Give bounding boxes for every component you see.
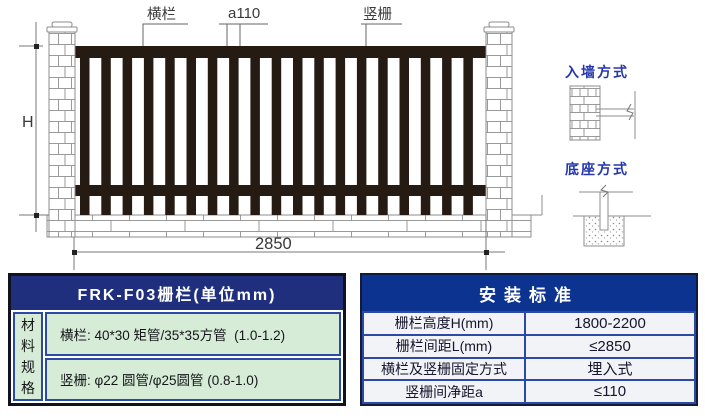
install-row-value: ≤110	[526, 381, 694, 402]
install-row-value: 埋入式	[526, 358, 694, 380]
spec-side-char: 格	[21, 379, 35, 396]
spec-side-char: 规	[21, 358, 35, 375]
top-rail	[75, 46, 486, 58]
wall-method-diagram	[569, 85, 636, 141]
install-row-label: 竖栅间净距a	[364, 381, 524, 402]
install-table-body: 栅栏高度H(mm) 1800-2200 栅栏间距L(mm) ≤2850 横栏及竖…	[362, 311, 696, 404]
base-method-diagram	[573, 184, 651, 247]
dim-dot	[34, 44, 39, 49]
spec-table-title: FRK-F03栅栏(单位mm)	[11, 276, 343, 310]
install-table-title: 安装标准	[362, 275, 696, 311]
left-pillar	[46, 21, 78, 238]
spec-rows: 横栏: 40*30 矩管/35*35方管 (1.0-1.2) 竖栅: φ22 圆…	[45, 312, 341, 401]
dim-dot	[484, 250, 489, 255]
base-method-title: 底座方式	[565, 161, 629, 177]
spec-side-label: 材 料 规 格	[13, 312, 43, 401]
install-standard-table: 安装标准 栅栏高度H(mm) 1800-2200 栅栏间距L(mm) ≤2850…	[360, 273, 698, 406]
gap-label: a110	[228, 5, 260, 22]
install-row-value: ≤2850	[526, 335, 694, 357]
install-row-value: 1800-2200	[526, 313, 694, 334]
dim-dot	[34, 213, 39, 218]
spec-row-rail: 横栏: 40*30 矩管/35*35方管 (1.0-1.2)	[45, 312, 341, 356]
wall-method-title: 入墙方式	[565, 64, 629, 80]
picket-label: 竖栅	[363, 6, 392, 23]
dim-dot	[72, 250, 77, 255]
spec-side-char: 材	[21, 317, 35, 334]
right-pillar	[483, 21, 515, 238]
install-row-label: 栅栏间距L(mm)	[364, 335, 524, 357]
height-dimension-label: H	[22, 114, 34, 131]
material-spec-table: FRK-F03栅栏(单位mm) 材 料 规 格 横栏: 40*30 矩管/35*…	[8, 273, 346, 406]
rail-leader-line	[142, 23, 188, 46]
install-row-label: 横栏及竖栅固定方式	[364, 358, 524, 380]
spec-row-picket: 竖栅: φ22 圆管/φ25圆管 (0.8-1.0)	[45, 357, 341, 401]
fence-technical-drawing: H 2850 横栏 a110 竖栅 入墙方式	[19, 5, 651, 270]
width-dimension-label: 2850	[255, 235, 292, 253]
ground-line	[513, 195, 543, 216]
gap-leader-lines	[219, 23, 268, 46]
spec-side-char: 料	[21, 338, 35, 355]
top-rail-label: 横栏	[147, 6, 176, 23]
base-brick-wall	[46, 214, 532, 238]
install-row-label: 栅栏高度H(mm)	[364, 313, 524, 334]
spec-table-body: 材 料 规 格 横栏: 40*30 矩管/35*35方管 (1.0-1.2) 竖…	[11, 310, 343, 403]
bottom-rail	[75, 185, 486, 196]
picket-leader-line	[361, 23, 402, 46]
